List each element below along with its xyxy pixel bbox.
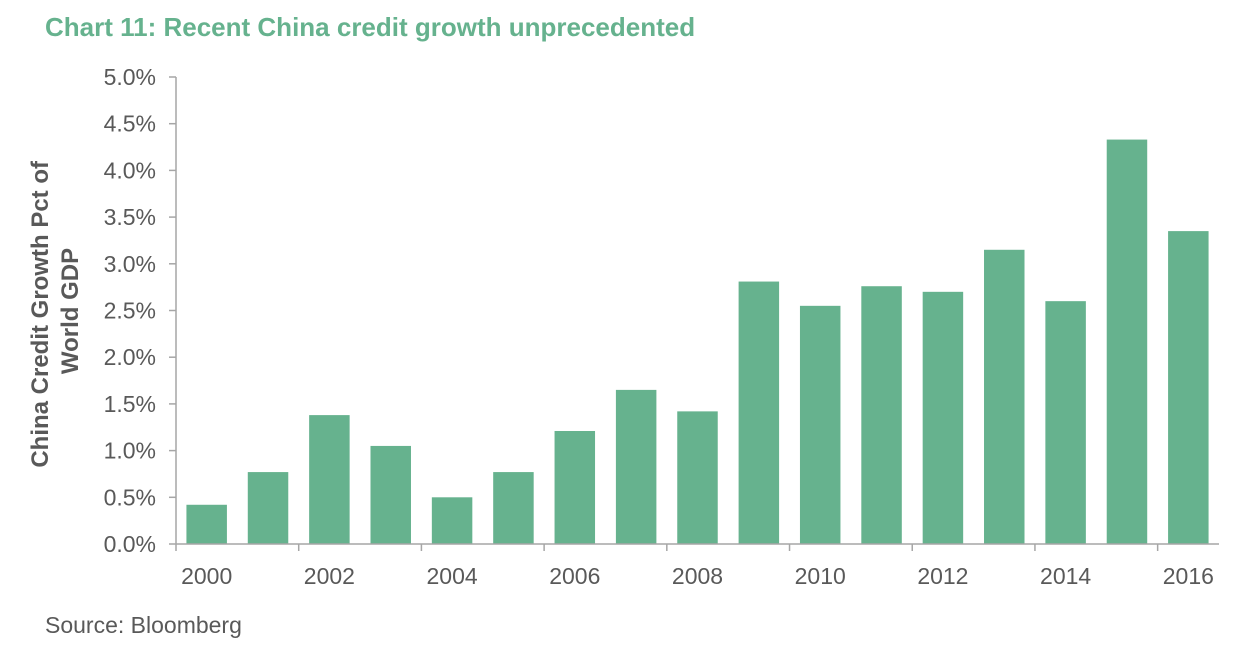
y-axis: 0.0% 0.5% 1.0% 1.5% 2.0% 2.5% 3.0% 3.5% 4.0% 4.5%… bbox=[104, 64, 177, 557]
x-tick-label-2014: 2014 bbox=[1040, 563, 1091, 589]
y-tick-label: 2.5% bbox=[104, 298, 156, 324]
bar-2009 bbox=[738, 281, 780, 544]
x-tick-label-2002: 2002 bbox=[304, 563, 355, 589]
bar-2008 bbox=[677, 411, 718, 544]
y-tick-label: 1.0% bbox=[104, 438, 156, 464]
x-tick-label-2010: 2010 bbox=[795, 563, 846, 589]
x-tick-label-2004: 2004 bbox=[427, 563, 478, 589]
y-tick-label: 3.5% bbox=[104, 204, 156, 230]
bar-2016 bbox=[1168, 231, 1209, 545]
y-tick-label: 4.0% bbox=[104, 157, 156, 183]
y-axis-title-line-1: China Credit Growth Pct of bbox=[27, 160, 54, 468]
x-tick-label-2006: 2006 bbox=[549, 563, 600, 589]
y-tick-label: 3.0% bbox=[104, 251, 156, 277]
source-note: Source: Bloomberg bbox=[45, 612, 242, 638]
bar-2007 bbox=[615, 389, 657, 544]
bar-2012 bbox=[922, 291, 964, 544]
y-tick-label: 1.5% bbox=[104, 391, 156, 417]
bars-group bbox=[186, 139, 1209, 545]
bar-2002 bbox=[309, 415, 350, 544]
bar-2005 bbox=[493, 472, 534, 544]
x-tick-label-2000: 2000 bbox=[181, 563, 232, 589]
y-tick-label: 5.0% bbox=[104, 64, 156, 90]
bar-2011 bbox=[861, 286, 902, 544]
bar-2014 bbox=[1045, 301, 1086, 544]
chart-title: Chart 11: Recent China credit growth unp… bbox=[45, 12, 696, 42]
x-tick-label-2016: 2016 bbox=[1163, 563, 1214, 589]
y-tick-label: 0.5% bbox=[104, 484, 156, 510]
y-axis-title: China Credit Growth Pct of World GDP bbox=[27, 154, 84, 467]
y-tick-label: 4.5% bbox=[104, 111, 156, 137]
bar-2001 bbox=[247, 472, 289, 544]
bar-2015 bbox=[1106, 139, 1148, 544]
x-axis: 2000 2002 2004 2006 2008 2010 2012 2014 2016 bbox=[175, 543, 1219, 589]
bar-2003 bbox=[370, 445, 411, 544]
bar-2010 bbox=[799, 305, 841, 544]
bar-2000 bbox=[186, 504, 227, 544]
y-tick-label: 0.0% bbox=[104, 531, 156, 557]
bar-2004 bbox=[431, 497, 473, 544]
y-axis-title-line-2: World GDP bbox=[57, 248, 84, 374]
bar-2013 bbox=[984, 249, 1025, 545]
y-tick-label: 2.0% bbox=[104, 344, 156, 370]
x-tick-label-2012: 2012 bbox=[917, 563, 968, 589]
x-tick-label-2008: 2008 bbox=[672, 563, 723, 589]
bar-2006 bbox=[554, 430, 596, 544]
